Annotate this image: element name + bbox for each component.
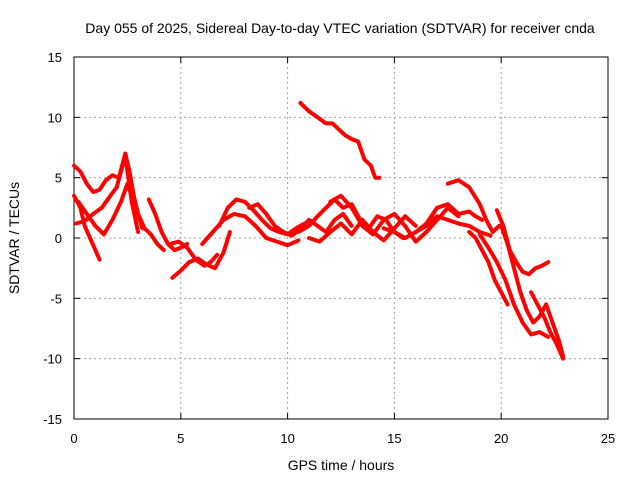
series-arc-16: [413, 202, 484, 234]
series-arc-22: [529, 290, 566, 361]
series-arc-18: [467, 230, 510, 307]
series-arc-8: [200, 211, 301, 248]
x-tick-label: 10: [280, 431, 294, 446]
series-arc-13: [298, 100, 382, 180]
x-tick-label: 5: [177, 431, 184, 446]
y-tick-label: 15: [48, 50, 62, 65]
grid-layer: [74, 57, 608, 419]
series-arc-21: [499, 223, 566, 359]
x-tick-label: 15: [387, 431, 401, 446]
x-tick-label: 0: [70, 431, 77, 446]
series-arc-5: [146, 197, 190, 253]
series-arc-4: [76, 181, 145, 237]
y-axis: -15 -10 -5 0 5 10 15: [43, 50, 608, 427]
series-arc-9: [217, 197, 307, 237]
series-arc-12: [307, 214, 418, 244]
series-layer: [72, 100, 566, 361]
y-axis-label: SDTVAR / TECUs: [6, 182, 22, 294]
y-tick-label: -15: [43, 412, 62, 427]
series-arc-15: [381, 214, 493, 240]
series-arc-17: [445, 178, 502, 234]
y-tick-label: -10: [43, 352, 62, 367]
x-axis-label: GPS time / hours: [288, 457, 395, 473]
y-tick-label: 5: [55, 171, 62, 186]
series-arc-20: [494, 208, 551, 277]
y-tick-label: 10: [48, 110, 62, 125]
series-arc-19: [477, 232, 551, 339]
series-arc-3: [74, 153, 141, 234]
chart-title: Day 055 of 2025, Sidereal Day-to-day VTE…: [85, 20, 595, 36]
y-tick-label: -5: [50, 291, 62, 306]
series-arc-7: [170, 230, 232, 280]
series-arc-14: [328, 193, 461, 244]
y-tick-label: 0: [55, 231, 62, 246]
x-axis: 0 5 10 15 20 25: [70, 57, 615, 446]
x-tick-label: 25: [601, 431, 615, 446]
series-arc-10: [247, 202, 354, 238]
x-tick-label: 20: [494, 431, 508, 446]
